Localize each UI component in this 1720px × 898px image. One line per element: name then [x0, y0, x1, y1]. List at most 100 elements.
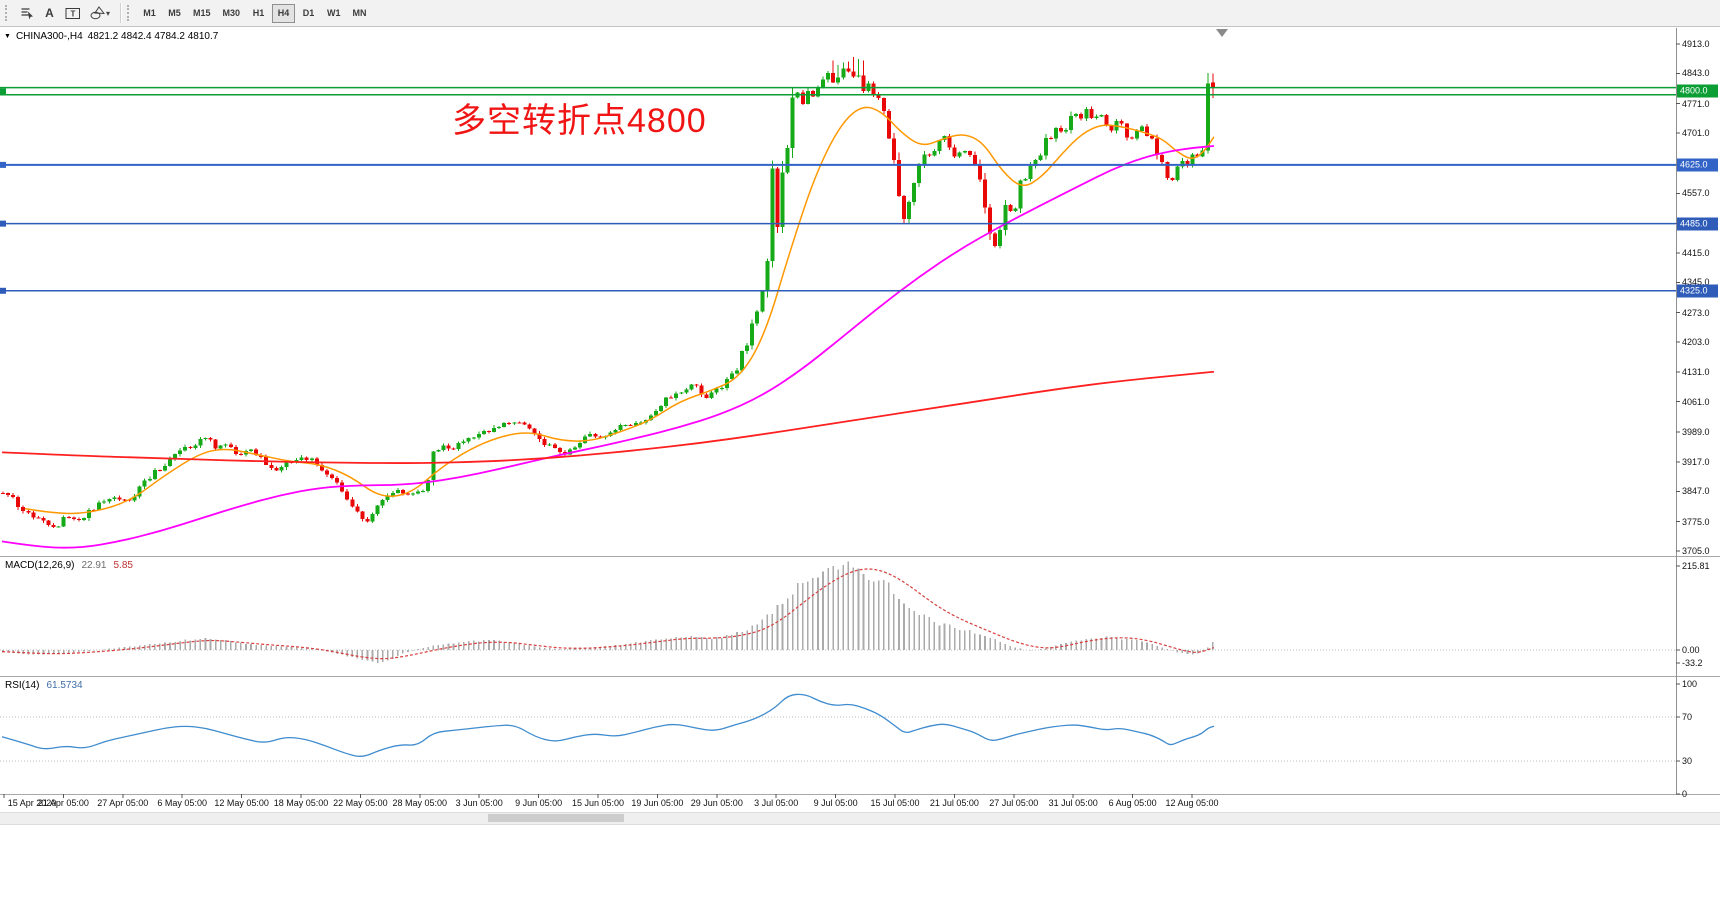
price-level-badge-4625.0: 4625.0 [1677, 158, 1718, 172]
price-tick-label: 4061.0 [1682, 396, 1710, 407]
price-level-badge-4800.0: 4800.0 [1677, 84, 1718, 98]
price-tick-label: 3989.0 [1682, 426, 1710, 437]
time-tick-label: 21 Jul 05:00 [929, 798, 979, 808]
macd-indicator-header: MACD(12,26,9) 22.91 5.85 [5, 560, 133, 571]
main-toolbar: A T ▾ M1 M5 M15 M30 H1 H4 D1 W1 MN [0, 0, 1720, 27]
symbol-ohlc-values: 4821.2 4842.4 4784.2 4810.7 [87, 31, 219, 42]
time-tick-label: 18 May 05:00 [273, 798, 329, 808]
price-level-badge-4485.0: 4485.0 [1677, 217, 1718, 231]
chart-cursor-tool-button[interactable] [15, 3, 38, 24]
hline-anchor-4485.0[interactable] [0, 220, 6, 227]
timeframe-h4[interactable]: H4 [272, 3, 296, 23]
toolbar-separator [120, 3, 121, 23]
time-tick-label: 15 Jun 05:00 [571, 798, 625, 808]
cursor-lines-icon [21, 8, 33, 20]
chart-symbol-header: ▼ CHINA300-,H4 4821.2 4842.4 4784.2 4810… [4, 31, 218, 42]
timeframe-m30[interactable]: M30 [218, 4, 246, 23]
timeframe-w1[interactable]: W1 [322, 4, 346, 23]
time-tick-label: 15 Apr 2020 [7, 798, 57, 808]
macd-signal-value: 5.85 [113, 560, 133, 571]
time-tick-label: 27 Jul 05:00 [989, 798, 1039, 808]
macd-main-value: 22.91 [81, 560, 107, 571]
time-tick-label: 12 May 05:00 [214, 798, 269, 808]
ma-slow-line [1, 370, 1215, 464]
time-tick-label: 22 May 05:00 [333, 798, 388, 808]
price-tick-label: 4913.0 [1682, 39, 1710, 49]
scrollbar-thumb[interactable] [488, 814, 624, 822]
macd-axis-label: 0.00 [1682, 645, 1700, 655]
time-tick-label: 9 Jul 05:00 [813, 798, 858, 808]
rsi-axis-label: 30 [1682, 756, 1693, 766]
ma-mid-line [1, 145, 1215, 549]
text-tool-button[interactable]: A [38, 3, 61, 24]
time-tick-label: 6 May 05:00 [157, 798, 207, 808]
toolbar-grip[interactable] [5, 5, 11, 21]
timeframe-m5[interactable]: M5 [163, 4, 186, 23]
panel-borders [0, 28, 1720, 795]
price-tick-label: 4273.0 [1682, 307, 1710, 318]
rsi-value: 61.5734 [46, 680, 83, 691]
time-tick-label: 9 Jun 05:00 [515, 798, 563, 808]
label-tool-button[interactable]: T [61, 3, 84, 24]
shapes-tool-button[interactable]: ▾ [84, 3, 116, 24]
price-tick-label: 4415.0 [1682, 248, 1710, 258]
label-box-icon: T [65, 7, 80, 19]
chart-annotation[interactable]: 多空转折点4800 [452, 102, 707, 140]
horizontal-scrollbar[interactable] [0, 812, 1720, 825]
timeframe-d1[interactable]: D1 [297, 4, 320, 23]
macd-histogram [2, 561, 1214, 663]
rsi-indicator-header: RSI(14) 61.5734 [5, 680, 83, 691]
timeframe-toolbar: M1 M5 M15 M30 H1 H4 D1 W1 MN [137, 3, 373, 23]
rsi-axis-label: 100 [1682, 679, 1698, 689]
time-tick-label: 6 Aug 05:00 [1108, 798, 1157, 808]
axis-ticks [3, 43, 1680, 798]
svg-text:T: T [70, 9, 75, 18]
time-tick-label: 28 May 05:00 [392, 798, 448, 808]
price-tick-label: 4557.0 [1682, 188, 1710, 199]
rsi-axis-label: 0 [1682, 789, 1688, 799]
time-tick-label: 3 Jul 05:00 [754, 798, 799, 808]
time-tick-label: 31 Jul 05:00 [1048, 798, 1098, 808]
price-tick-label: 3847.0 [1682, 486, 1710, 497]
time-tick-label: 21 Apr 05:00 [37, 798, 89, 808]
price-tick-label: 4131.0 [1682, 367, 1710, 378]
time-tick-label: 27 Apr 05:00 [97, 798, 149, 808]
price-tick-label: 4345.0 [1682, 277, 1710, 288]
price-tick-label: 4203.0 [1682, 336, 1710, 347]
time-tick-label: 12 Aug 05:00 [1165, 798, 1219, 808]
timeframe-h1[interactable]: H1 [247, 4, 270, 23]
toolbar-grip-2[interactable] [127, 5, 133, 21]
hline-anchor-4625.0[interactable] [0, 161, 6, 168]
macd-axis-label: 215.81 [1682, 561, 1710, 571]
hline-anchor-4325.0[interactable] [0, 287, 6, 294]
text-a-icon: A [45, 6, 54, 20]
time-tick-label: 3 Jun 05:00 [455, 798, 503, 808]
rsi-axis-label: 70 [1682, 712, 1693, 722]
price-tick-label: 4701.0 [1682, 127, 1710, 138]
price-tick-label: 3775.0 [1682, 516, 1710, 527]
macd-axis-label: -33.2 [1682, 657, 1703, 668]
chevron-down-icon: ▾ [105, 8, 110, 18]
time-scale[interactable]: 15 Apr 2020 21 Apr 05:00 27 Apr 05:00 6 May… [0, 794, 1676, 811]
chart-shift-marker[interactable] [1216, 29, 1228, 37]
price-tick-label: 3917.0 [1682, 457, 1710, 468]
price-scale[interactable]: 4913.0 4843.0 4771.0 4701.0 4625.0 4557.0 4485… [1676, 0, 1720, 898]
time-tick-label: 29 Jun 05:00 [690, 798, 743, 808]
symbol-dropdown-icon[interactable]: ▼ [4, 33, 11, 40]
price-tick-label: 3705.0 [1682, 546, 1710, 556]
hline-anchor-4800.0[interactable] [0, 88, 6, 95]
rsi-name: RSI(14) [5, 680, 40, 691]
macd-name: MACD(12,26,9) [5, 560, 75, 571]
price-tick-label: 4771.0 [1682, 98, 1710, 109]
timeframe-m15[interactable]: M15 [188, 4, 216, 23]
time-tick-label: 15 Jul 05:00 [870, 798, 920, 808]
rsi-line [1, 693, 1215, 757]
time-tick-label: 19 Jun 05:00 [631, 798, 684, 808]
timeframe-mn[interactable]: MN [348, 4, 372, 23]
shapes-icon [90, 6, 105, 20]
timeframe-m1[interactable]: M1 [138, 4, 161, 23]
price-level-badge-4325.0: 4325.0 [1677, 284, 1718, 298]
symbol-label: CHINA300-,H4 [15, 31, 83, 42]
